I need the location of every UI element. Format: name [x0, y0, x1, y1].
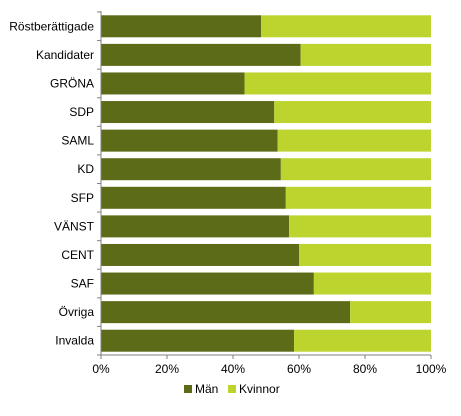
x-tick-label: 100%	[416, 362, 447, 376]
category-label: GRÖNA	[50, 76, 94, 90]
bar-sdp-kvinnor	[274, 101, 431, 124]
bar-saml-kvinnor	[277, 129, 431, 152]
bar-ovriga-man	[101, 301, 351, 324]
category-label: Kandidater	[36, 48, 94, 62]
bar-cent-man	[101, 243, 299, 266]
bar-sdp-man	[101, 101, 275, 124]
bar-kandidater-man	[101, 43, 301, 66]
bar-rostberattigade-kvinnor	[261, 15, 431, 38]
bar-vanst-man	[101, 215, 290, 238]
bar-kd-kvinnor	[280, 158, 431, 181]
x-tick-label: 80%	[353, 362, 377, 376]
bar-cent-kvinnor	[299, 243, 431, 266]
bar-kandidater-kvinnor	[300, 43, 431, 66]
legend-label-man: Män	[195, 382, 218, 396]
bar-rostberattigade-man	[101, 15, 262, 38]
x-tick-label: 40%	[221, 362, 245, 376]
bar-vanst-kvinnor	[289, 215, 431, 238]
category-label: Invalda	[55, 334, 94, 348]
bar-invalda-kvinnor	[294, 329, 431, 352]
bar-grona-kvinnor	[244, 72, 431, 95]
category-label: Övriga	[59, 305, 95, 319]
legend-label-kvinnor: Kvinnor	[239, 382, 280, 396]
category-label: SAF	[71, 277, 94, 291]
category-label: VÄNST	[54, 219, 95, 233]
bar-sfp-man	[101, 186, 286, 209]
category-label: Röstberättigade	[9, 19, 94, 33]
bar-saf-kvinnor	[313, 272, 431, 295]
bar-ovriga-kvinnor	[350, 301, 431, 324]
bar-saml-man	[101, 129, 278, 152]
x-tick-label: 20%	[155, 362, 179, 376]
x-tick-label: 60%	[287, 362, 311, 376]
legend: Män Kvinnor	[184, 382, 280, 396]
bar-sfp-kvinnor	[285, 186, 431, 209]
bar-saf-man	[101, 272, 314, 295]
category-label: SFP	[71, 191, 94, 205]
bars-layer	[101, 15, 431, 352]
category-label: CENT	[61, 248, 94, 262]
category-label: SDP	[69, 105, 94, 119]
legend-swatch-kvinnor	[228, 385, 236, 393]
x-tick-label: 0%	[92, 362, 110, 376]
bar-kd-man	[101, 158, 281, 181]
bar-grona-man	[101, 72, 245, 95]
bar-invalda-man	[101, 329, 295, 352]
category-label: SAML	[61, 134, 94, 148]
x-axis: 0% 20% 40% 60% 80% 100%	[92, 11, 447, 376]
legend-swatch-man	[184, 385, 192, 393]
category-label: KD	[77, 162, 94, 176]
category-labels: Röstberättigade Kandidater GRÖNA SDP SAML KD S…	[9, 19, 94, 347]
